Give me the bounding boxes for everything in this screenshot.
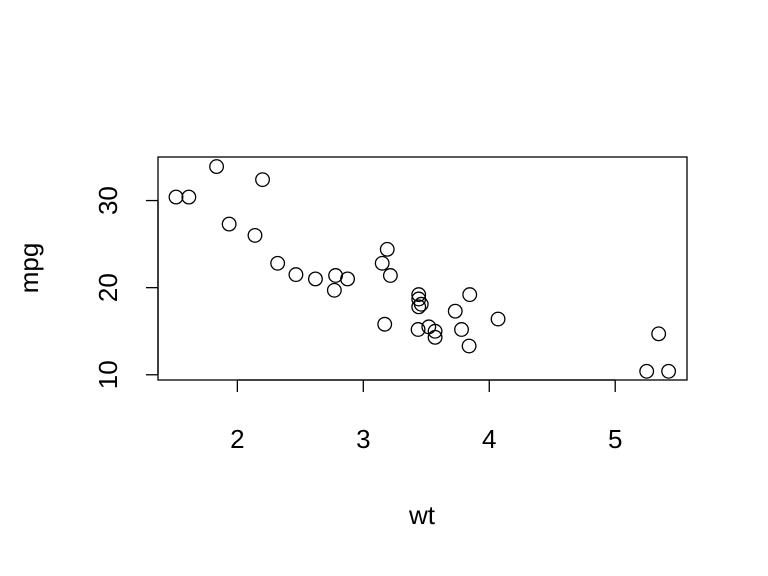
x-tick-label: 4 <box>482 424 496 454</box>
data-point <box>461 338 477 354</box>
y-tick-label: 20 <box>93 273 123 302</box>
x-tick-label: 5 <box>608 424 622 454</box>
x-axis: 2 3 4 5 <box>230 379 622 454</box>
data-point <box>168 189 184 205</box>
data-point <box>490 311 506 327</box>
data-point <box>326 282 342 298</box>
y-tick-label: 10 <box>93 360 123 389</box>
data-point <box>379 241 395 257</box>
data-point <box>288 267 304 283</box>
data-point <box>255 172 270 188</box>
data-point <box>307 271 323 287</box>
data-point <box>462 287 478 303</box>
y-axis: 10 20 30 <box>93 186 159 389</box>
data-point <box>454 322 469 337</box>
data-point <box>410 322 426 337</box>
x-axis-title: wt <box>408 500 436 530</box>
data-point <box>411 287 427 303</box>
data-point <box>447 303 463 319</box>
data-point <box>377 316 393 332</box>
y-tick-label: 30 <box>93 186 123 215</box>
data-point <box>639 363 655 379</box>
data-point <box>209 159 225 175</box>
data-point <box>221 216 237 232</box>
data-points <box>168 159 677 379</box>
x-tick-label: 3 <box>356 424 370 454</box>
data-point <box>413 296 429 312</box>
data-point <box>411 299 427 315</box>
data-point <box>374 255 390 271</box>
data-point <box>427 323 443 339</box>
x-tick-label: 2 <box>230 424 244 454</box>
data-point <box>661 363 677 379</box>
data-point <box>427 329 443 345</box>
plot-frame <box>157 156 688 381</box>
y-axis-title: mpg <box>14 243 44 294</box>
data-point <box>651 326 667 342</box>
data-point <box>382 268 398 283</box>
data-point <box>181 189 197 205</box>
data-point <box>247 227 263 243</box>
data-point <box>270 255 286 271</box>
data-point <box>328 268 344 283</box>
